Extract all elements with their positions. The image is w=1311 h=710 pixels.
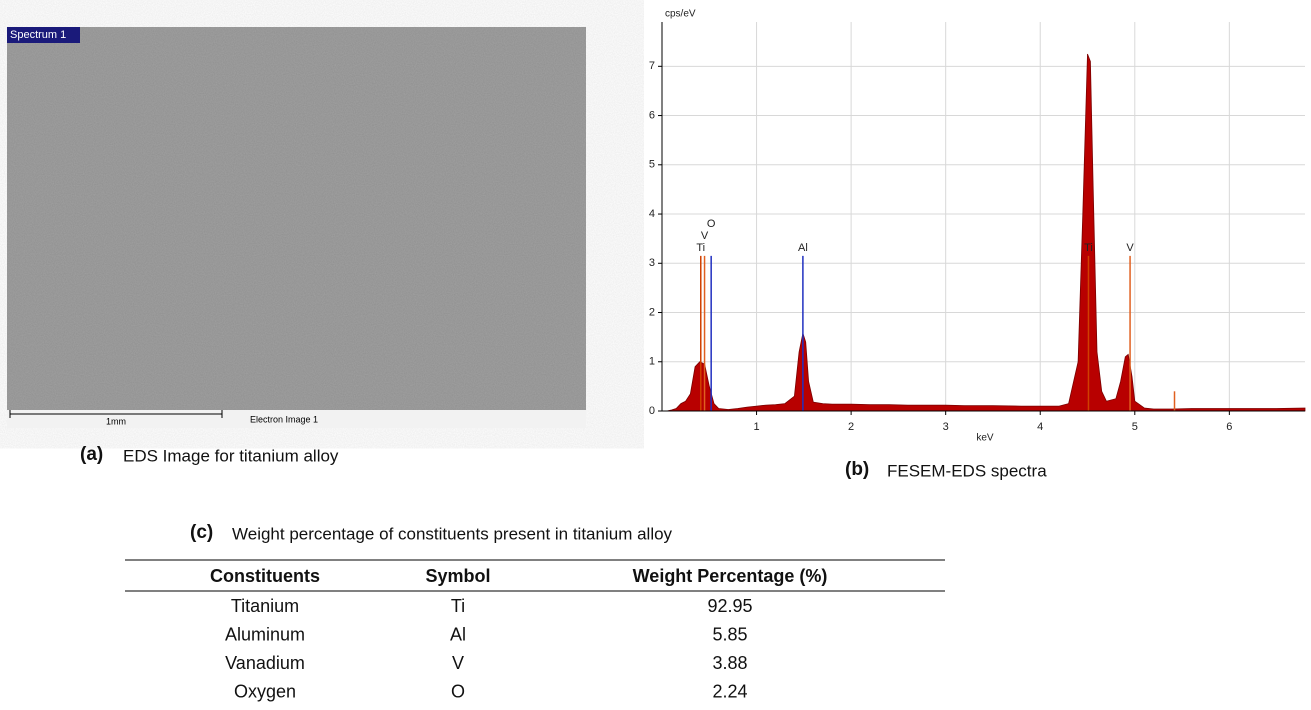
caption: EDS Image for titanium alloy — [123, 446, 339, 465]
table-header: Constituents — [210, 566, 320, 586]
x-tick-label: 5 — [1132, 421, 1138, 433]
y-axis-label: cps/eV — [665, 9, 696, 20]
sem-texture — [7, 27, 586, 410]
y-tick-label: 5 — [649, 159, 655, 171]
table-cell: O — [451, 681, 465, 701]
caption-letter: (c) — [190, 522, 213, 543]
caption-letter: (b) — [845, 459, 869, 480]
x-tick-label: 3 — [943, 421, 949, 433]
x-tick-label: 1 — [753, 421, 759, 433]
table: Constituents Symbol Weight Percentage (%) T… — [210, 566, 827, 702]
tag: Spectrum 1 — [10, 29, 66, 41]
table-cell: Aluminum — [225, 624, 305, 644]
table-cell: Al — [450, 624, 466, 644]
table-cell: Ti — [451, 596, 465, 616]
caption-letter: (a) — [80, 444, 103, 465]
table-cell: 5.85 — [712, 624, 747, 644]
x-axis-label: keV — [976, 433, 994, 444]
table-cell: Vanadium — [225, 653, 305, 673]
tag-box — [7, 27, 80, 43]
peak-label: O — [707, 218, 716, 230]
y-tick-label: 0 — [649, 405, 655, 417]
peak-label: Al — [798, 242, 808, 254]
caption: Weight percentage of constituents presen… — [232, 524, 673, 543]
table-header: Symbol — [425, 566, 490, 586]
y-tick-label: 4 — [649, 208, 655, 220]
table-cell: Oxygen — [234, 681, 296, 701]
y-tick-label: 3 — [649, 257, 655, 269]
table-header: Weight Percentage (%) — [633, 566, 828, 586]
table-cell: V — [452, 653, 464, 673]
y-tick-label: 6 — [649, 109, 655, 121]
image-name: Electron Image 1 — [250, 414, 318, 424]
table-cell: Titanium — [231, 596, 299, 616]
scale-label: 1mm — [106, 416, 126, 426]
plot-area — [662, 22, 1305, 411]
peak-label: Ti — [696, 242, 705, 254]
peak-label: V — [1126, 242, 1134, 254]
x-tick-label: 6 — [1226, 421, 1232, 433]
peak-label: V — [701, 230, 709, 242]
y-tick-label: 2 — [649, 306, 655, 318]
y-tick-label: 1 — [649, 356, 655, 368]
x-tick-label: 2 — [848, 421, 854, 433]
x-tick-label: 4 — [1037, 421, 1043, 433]
table-cell: 2.24 — [712, 681, 747, 701]
table-cell: 92.95 — [707, 596, 752, 616]
table-cell: 3.88 — [712, 653, 747, 673]
caption: FESEM-EDS spectra — [887, 461, 1047, 480]
y-tick-label: 7 — [649, 60, 655, 72]
peak-label: Ti — [1084, 242, 1093, 254]
